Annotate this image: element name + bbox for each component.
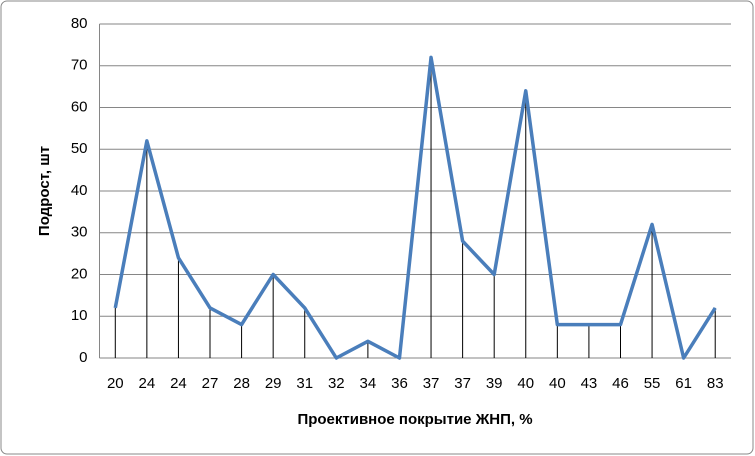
x-tick-label: 39 [486, 375, 503, 392]
x-tick-label: 24 [139, 375, 156, 392]
x-tick-label: 61 [675, 375, 692, 392]
y-tick-label: 50 [71, 140, 88, 157]
y-tick-label: 60 [71, 98, 88, 115]
y-tick-label: 40 [71, 182, 88, 199]
x-tick-label: 20 [107, 375, 124, 392]
x-tick-label: 24 [170, 375, 187, 392]
y-tick-label: 80 [71, 15, 88, 32]
x-axis-title: Проективное покрытие ЖНП, % [297, 411, 532, 428]
x-tick-label: 83 [707, 375, 724, 392]
x-tick-label: 29 [265, 375, 282, 392]
x-tick-label: 28 [233, 375, 250, 392]
data-line [113, 55, 717, 360]
y-tick-label: 0 [79, 349, 87, 366]
x-tick-label: 37 [454, 375, 471, 392]
x-tick-label: 32 [328, 375, 345, 392]
x-tick-label: 31 [296, 375, 313, 392]
x-tick-label: 37 [423, 375, 440, 392]
y-tick-label: 20 [71, 265, 88, 282]
x-tick-label: 43 [581, 375, 598, 392]
x-tick-label: 36 [391, 375, 408, 392]
x-tick-label: 40 [549, 375, 566, 392]
y-tick-label: 30 [71, 224, 88, 241]
x-tick-label: 40 [517, 375, 534, 392]
y-axis-title: Подрост, шт [36, 146, 53, 236]
x-tick-label: 27 [202, 375, 219, 392]
x-tick-label: 46 [612, 375, 629, 392]
x-tick-label: 34 [360, 375, 377, 392]
y-tick-label: 10 [71, 307, 88, 324]
x-tick-label: 55 [644, 375, 661, 392]
y-tick-label: 70 [71, 57, 88, 74]
